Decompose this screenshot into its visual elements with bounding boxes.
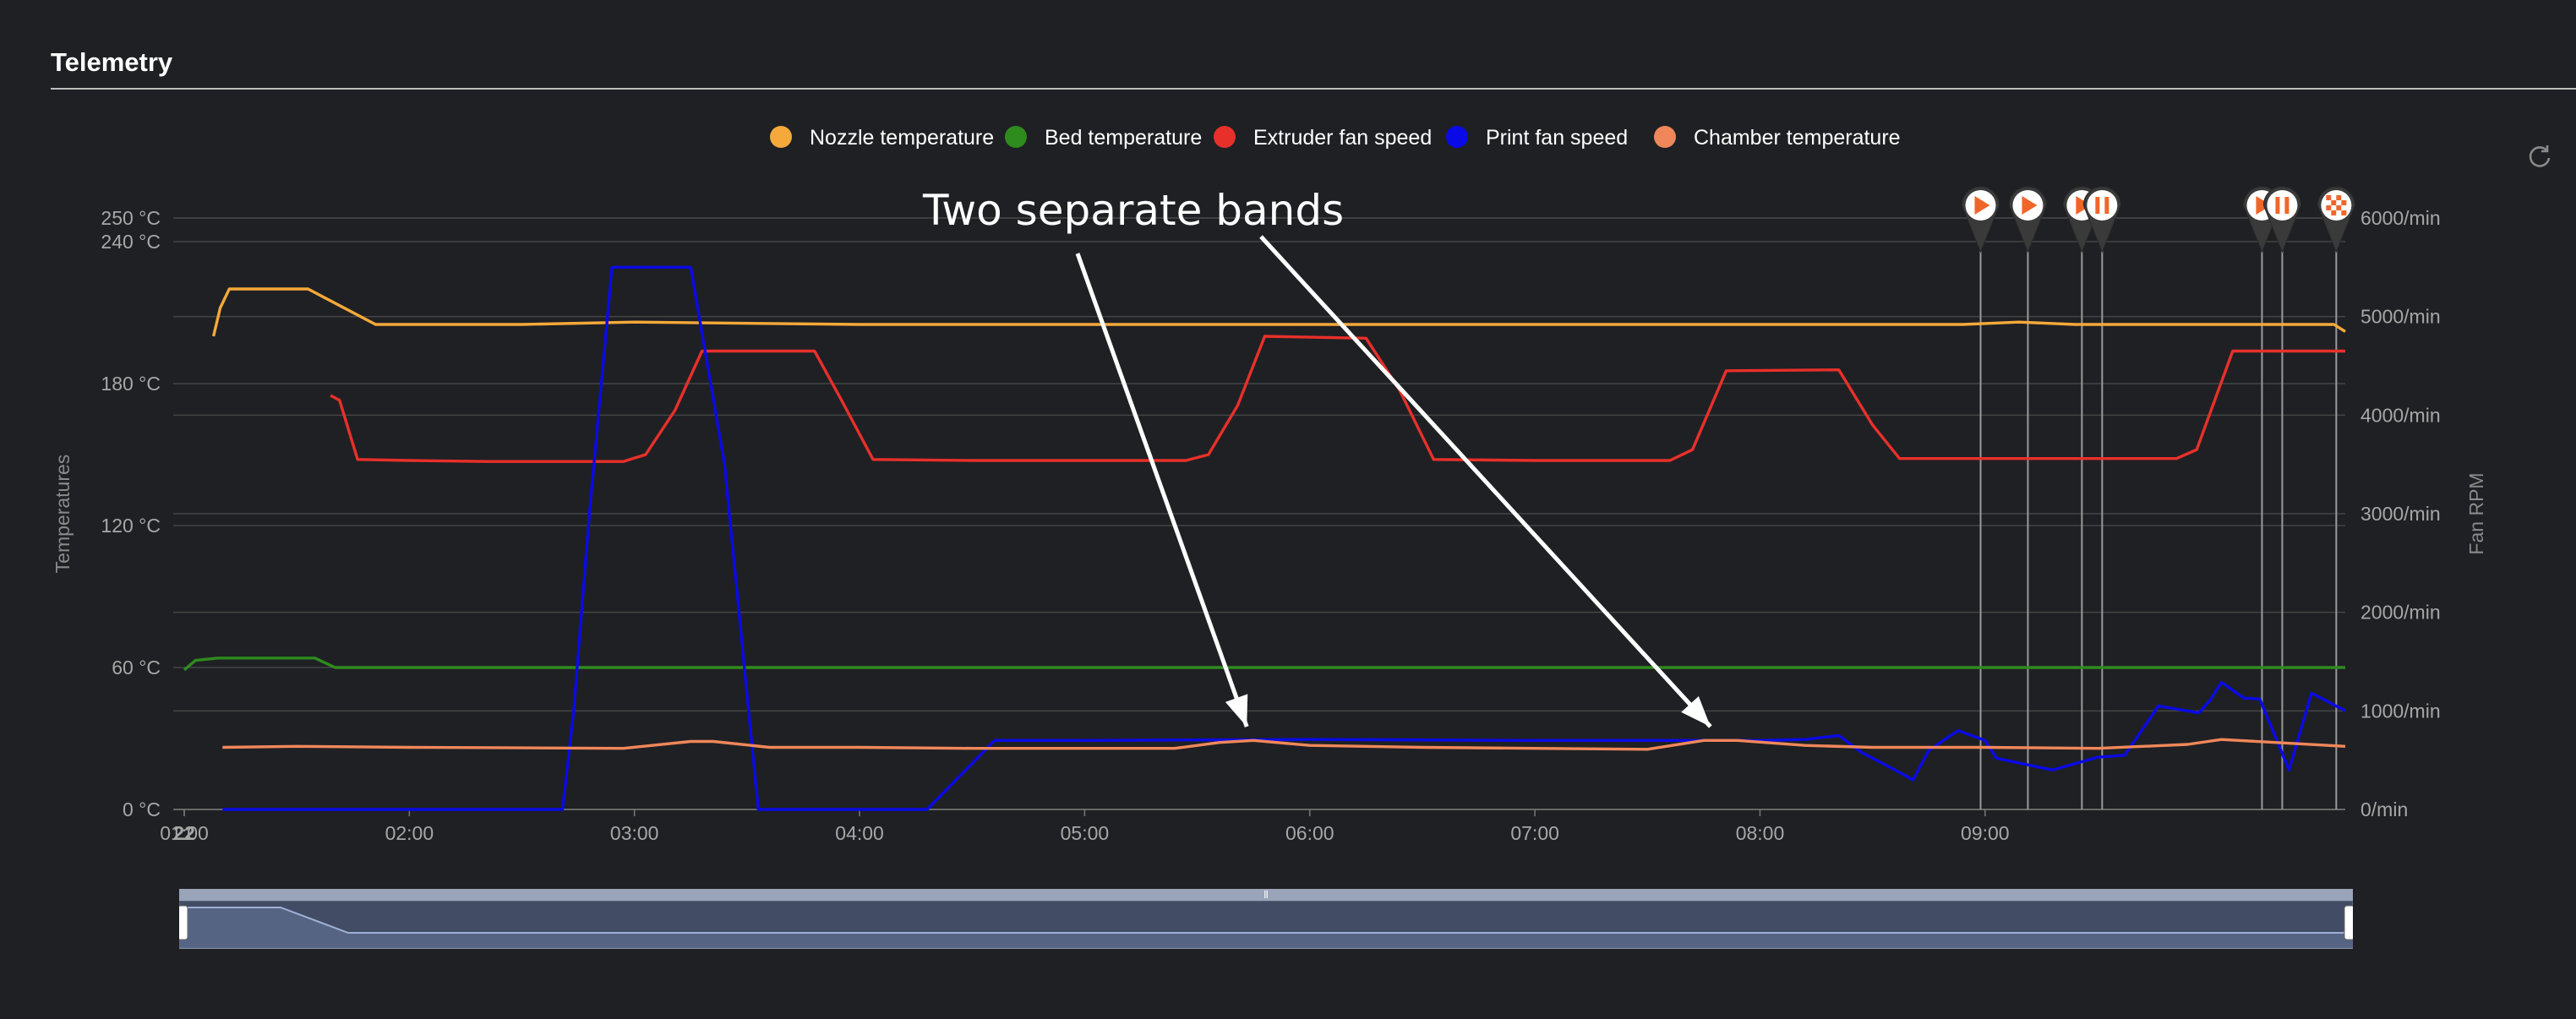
y-left-tick-label: 250 °C <box>101 207 161 229</box>
legend-swatch <box>1654 126 1676 148</box>
legend-item[interactable]: Bed temperature <box>1005 126 1202 150</box>
x-tick-label: 09:00 <box>1961 822 2010 844</box>
annotation-arrowhead <box>1225 694 1248 727</box>
annotation-arrow <box>1075 253 1249 727</box>
x-tick-label: 01:00 <box>160 822 209 844</box>
play-marker-icon[interactable] <box>1962 186 2000 253</box>
y-right-tick-label: 4000/min <box>2360 404 2441 426</box>
y-left-tick-label: 180 °C <box>101 373 161 395</box>
y-left-axis-title: Temperatures <box>52 455 74 574</box>
annotation-arrowhead <box>1681 696 1711 727</box>
tick-labels: 0/min 1000/min 2000/min 3000/min 4000/min 500… <box>101 207 2440 844</box>
y-left-tick-label: 240 °C <box>101 231 161 253</box>
series-line-4 <box>222 738 2346 751</box>
navigator-left-handle[interactable] <box>179 905 188 940</box>
y-right-tick-label: 0/min <box>2360 798 2408 820</box>
series-lines <box>183 265 2346 811</box>
x-tick-label: 04:00 <box>835 822 884 844</box>
legend-label: Bed temperature <box>1045 126 1202 150</box>
navigator-top-bar[interactable] <box>179 889 2353 901</box>
y-right-tick-label: 2000/min <box>2360 602 2441 624</box>
grid <box>173 217 2345 816</box>
pause-marker-icon[interactable] <box>2082 186 2121 253</box>
pause-marker-icon[interactable] <box>2262 186 2301 253</box>
y-left-tick-label: 60 °C <box>112 657 161 678</box>
legend-item[interactable]: Nozzle temperature <box>770 126 994 150</box>
panel-title: Telemetry <box>51 47 173 77</box>
x-tick-label: 03:00 <box>610 822 659 844</box>
x-tick-label: 08:00 <box>1736 822 1785 844</box>
legend-label: Nozzle temperature <box>810 126 994 150</box>
finish-flag-marker-icon[interactable] <box>2317 186 2355 253</box>
x-tick-label: 06:00 <box>1285 822 1334 844</box>
legend-swatch <box>1005 126 1027 148</box>
x-tick-label: 02:00 <box>385 822 434 844</box>
play-marker-icon[interactable] <box>2008 186 2047 253</box>
y-right-tick-label: 6000/min <box>2360 207 2441 229</box>
x-tick-label: 07:00 <box>1510 822 1559 844</box>
annotation-text: Two separate bands <box>922 186 1344 235</box>
x-tick-label: 22 <box>173 822 195 844</box>
legend-item[interactable]: Chamber temperature <box>1654 126 1901 150</box>
legend-item[interactable]: Extruder fan speed <box>1214 126 1432 150</box>
navigator-right-handle[interactable] <box>2344 905 2353 940</box>
legend-label: Extruder fan speed <box>1253 126 1432 150</box>
legend-label: Print fan speed <box>1486 126 1628 150</box>
event-markers <box>1962 186 2355 253</box>
y-right-tick-label: 5000/min <box>2360 306 2441 328</box>
legend-swatch <box>1214 126 1236 148</box>
legend-item[interactable]: Print fan speed <box>1446 126 1628 150</box>
x-tick-label: 05:00 <box>1061 822 1110 844</box>
y-left-tick-label: 0 °C <box>123 798 161 820</box>
title-divider <box>51 88 2576 90</box>
legend-swatch <box>770 126 792 148</box>
event-lines <box>1979 245 2338 809</box>
navigator-preview-line <box>179 907 2353 948</box>
annotation: Two separate bands <box>922 186 1712 728</box>
series-line-1 <box>183 657 2345 672</box>
navigator-grip-icon[interactable]: ⦀ <box>1263 889 1268 901</box>
y-left-tick-label: 120 °C <box>101 515 161 537</box>
y-right-axis-title: Fan RPM <box>2465 472 2487 554</box>
annotation-arrow <box>1259 235 1712 728</box>
legend-swatch <box>1446 126 1468 148</box>
legend-label: Chamber temperature <box>1694 126 1901 150</box>
series-line-0 <box>211 287 2346 337</box>
series-line-2 <box>330 335 2345 463</box>
refresh-icon[interactable] <box>2525 142 2554 171</box>
time-range-navigator[interactable]: ⦀ <box>179 889 2353 950</box>
series-line-3 <box>222 265 2346 811</box>
legend: Nozzle temperature Bed temperature Extrude… <box>770 126 1901 150</box>
y-right-tick-label: 3000/min <box>2360 503 2441 525</box>
y-right-tick-label: 1000/min <box>2360 700 2441 722</box>
